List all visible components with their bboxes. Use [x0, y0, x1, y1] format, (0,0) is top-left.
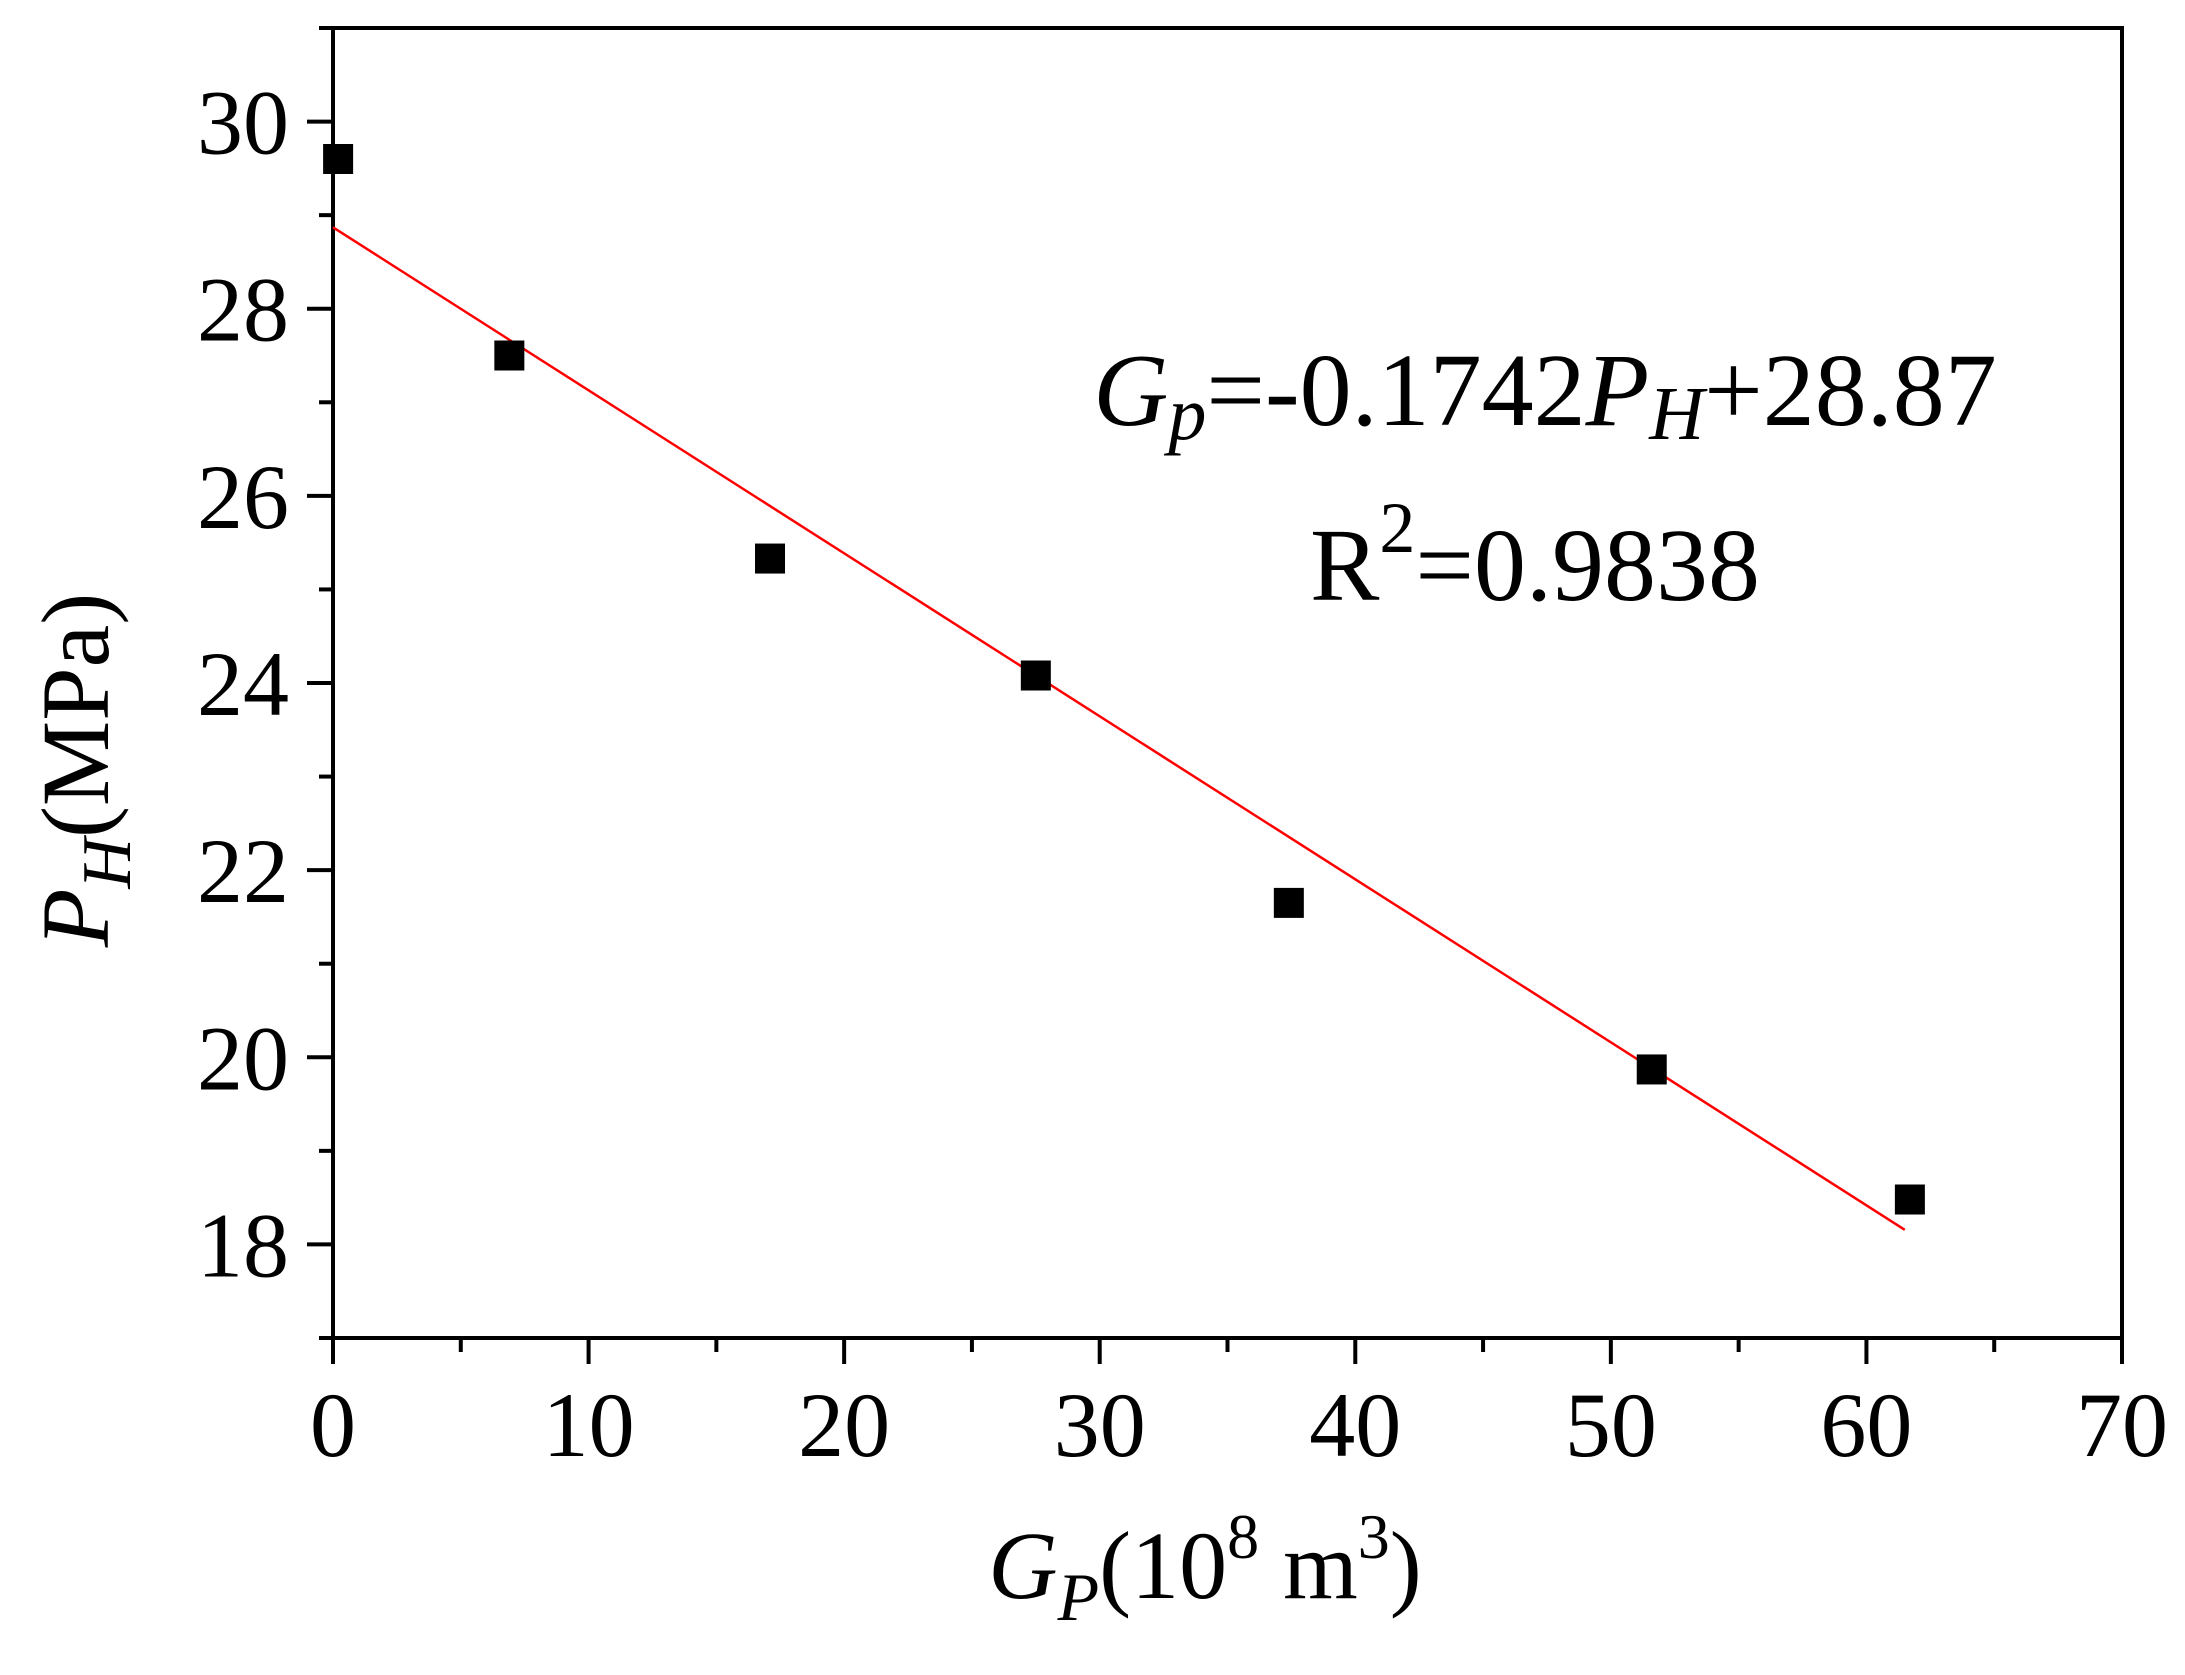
y-tick-label: 26	[197, 446, 289, 548]
y-tick-label: 24	[197, 633, 289, 735]
data-point	[1020, 660, 1051, 691]
y-tick-label: 18	[197, 1194, 289, 1296]
r2-value: =0.9838	[1415, 508, 1760, 623]
x-tick-label: 20	[798, 1374, 890, 1476]
x-tick-label: 10	[543, 1374, 635, 1476]
x-axis-title: GP(108 m3)	[988, 1501, 1421, 1635]
r-squared: R2=0.9838	[1310, 488, 1760, 623]
x-axis-title-unit-exp: 3	[1358, 1501, 1390, 1572]
y-tick-label: 30	[197, 72, 289, 174]
eq-p-sub: H	[1648, 372, 1708, 456]
fit-equation: Gp=-0.1742PH+28.87	[1093, 333, 1996, 456]
x-axis-title-main: G	[988, 1512, 1057, 1619]
data-point	[1894, 1184, 1925, 1215]
data-points	[323, 144, 1925, 1215]
axes	[331, 26, 2124, 1340]
data-point	[323, 144, 354, 174]
y-axis-title: PH(MPa)	[22, 593, 146, 949]
r2-exp: 2	[1379, 488, 1415, 568]
r2-r: R	[1310, 508, 1380, 623]
data-point	[755, 543, 786, 574]
tick-labels: 0 10 20 30 40 50 60 70 18 20 22 24 26 28 30	[197, 72, 2168, 1476]
x-axis-title-exp: 8	[1227, 1501, 1259, 1572]
x-axis-title-unit: m	[1259, 1512, 1358, 1619]
data-point	[1273, 887, 1304, 918]
x-tick-label: 30	[1054, 1374, 1146, 1476]
x-tick-label: 70	[2076, 1374, 2168, 1476]
eq-p: P	[1585, 333, 1650, 448]
eq-part1: =-0.1742	[1206, 333, 1585, 448]
y-tick-label: 22	[197, 820, 289, 922]
x-axis-title-paren-open: (10	[1099, 1512, 1227, 1619]
y-axis-title-sub: H	[69, 835, 146, 890]
data-point	[1636, 1054, 1667, 1085]
plot-frame	[331, 26, 2124, 1340]
x-tick-label: 60	[1820, 1374, 1912, 1476]
eq-part2: +28.87	[1704, 333, 1997, 448]
y-tick-label: 28	[197, 259, 289, 361]
data-point	[494, 340, 525, 371]
x-tick-label: 40	[1309, 1374, 1401, 1476]
x-axis-title-paren-close: )	[1390, 1512, 1422, 1619]
x-tick-label: 50	[1565, 1374, 1657, 1476]
eq-g: G	[1093, 333, 1168, 448]
x-axis-title-sub: P	[1057, 1559, 1100, 1635]
y-axis-title-unit: (MPa)	[22, 593, 129, 838]
x-tick-label: 0	[310, 1374, 356, 1476]
y-tick-label: 20	[197, 1007, 289, 1109]
axis-ticks	[307, 26, 2124, 1364]
eq-g-sub: p	[1163, 372, 1206, 456]
y-axis-title-main: P	[22, 889, 129, 949]
